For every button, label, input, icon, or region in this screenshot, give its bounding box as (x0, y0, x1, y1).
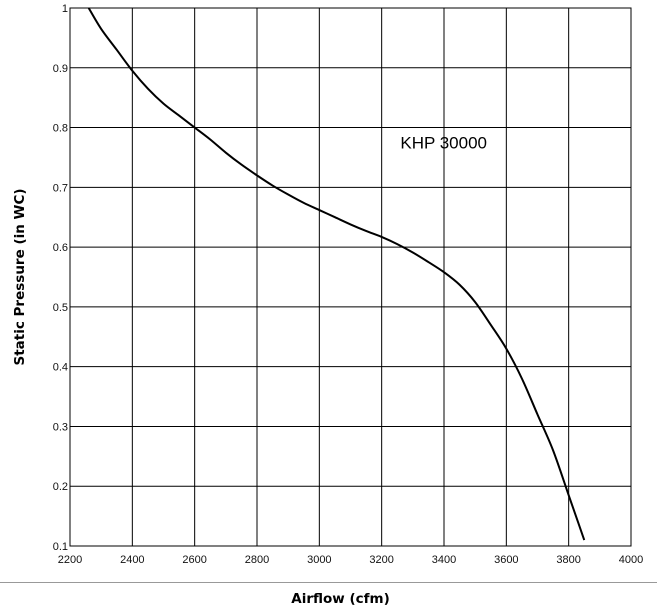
y-tick-label: 0.8 (53, 123, 68, 135)
y-tick-label: 1 (62, 3, 68, 15)
x-tick-label: 3000 (307, 554, 331, 566)
y-tick-label: 0.7 (53, 182, 68, 194)
x-tick-label: 2800 (245, 554, 269, 566)
y-axis-title: Static Pressure (in WC) (12, 188, 28, 365)
x-tick-label: 3400 (432, 554, 456, 566)
series-annotation: KHP 30000 (400, 133, 487, 152)
y-tick-label: 0.6 (53, 242, 68, 254)
grid-lines (69, 7, 632, 547)
series-line-khp-30000 (87, 7, 586, 541)
x-tick-label: 3800 (556, 554, 580, 566)
x-tick-label: 4000 (619, 554, 643, 566)
x-tick-label: 2400 (120, 554, 144, 566)
y-tick-label: 0.3 (53, 421, 68, 433)
x-tick-label: 3200 (369, 554, 393, 566)
x-tick-label: 2600 (182, 554, 206, 566)
y-tick-label: 0.5 (53, 302, 68, 314)
x-tick-labels: 2200 2400 2600 2800 3000 3200 3400 3600 3800 4000 (58, 554, 643, 566)
plot-frame (69, 7, 632, 547)
y-tick-label: 0.4 (53, 362, 68, 374)
y-tick-labels: 0.1 0.2 0.3 0.4 0.5 0.6 0.7 0.8 0.9 1 (53, 3, 68, 553)
y-tick-label: 0.1 (53, 541, 68, 553)
x-tick-label: 2200 (58, 554, 82, 566)
x-axis-title: Airflow (cfm) (291, 591, 389, 607)
y-tick-label: 0.9 (53, 63, 68, 75)
x-tick-label: 3600 (494, 554, 518, 566)
y-tick-label: 0.2 (53, 481, 68, 493)
